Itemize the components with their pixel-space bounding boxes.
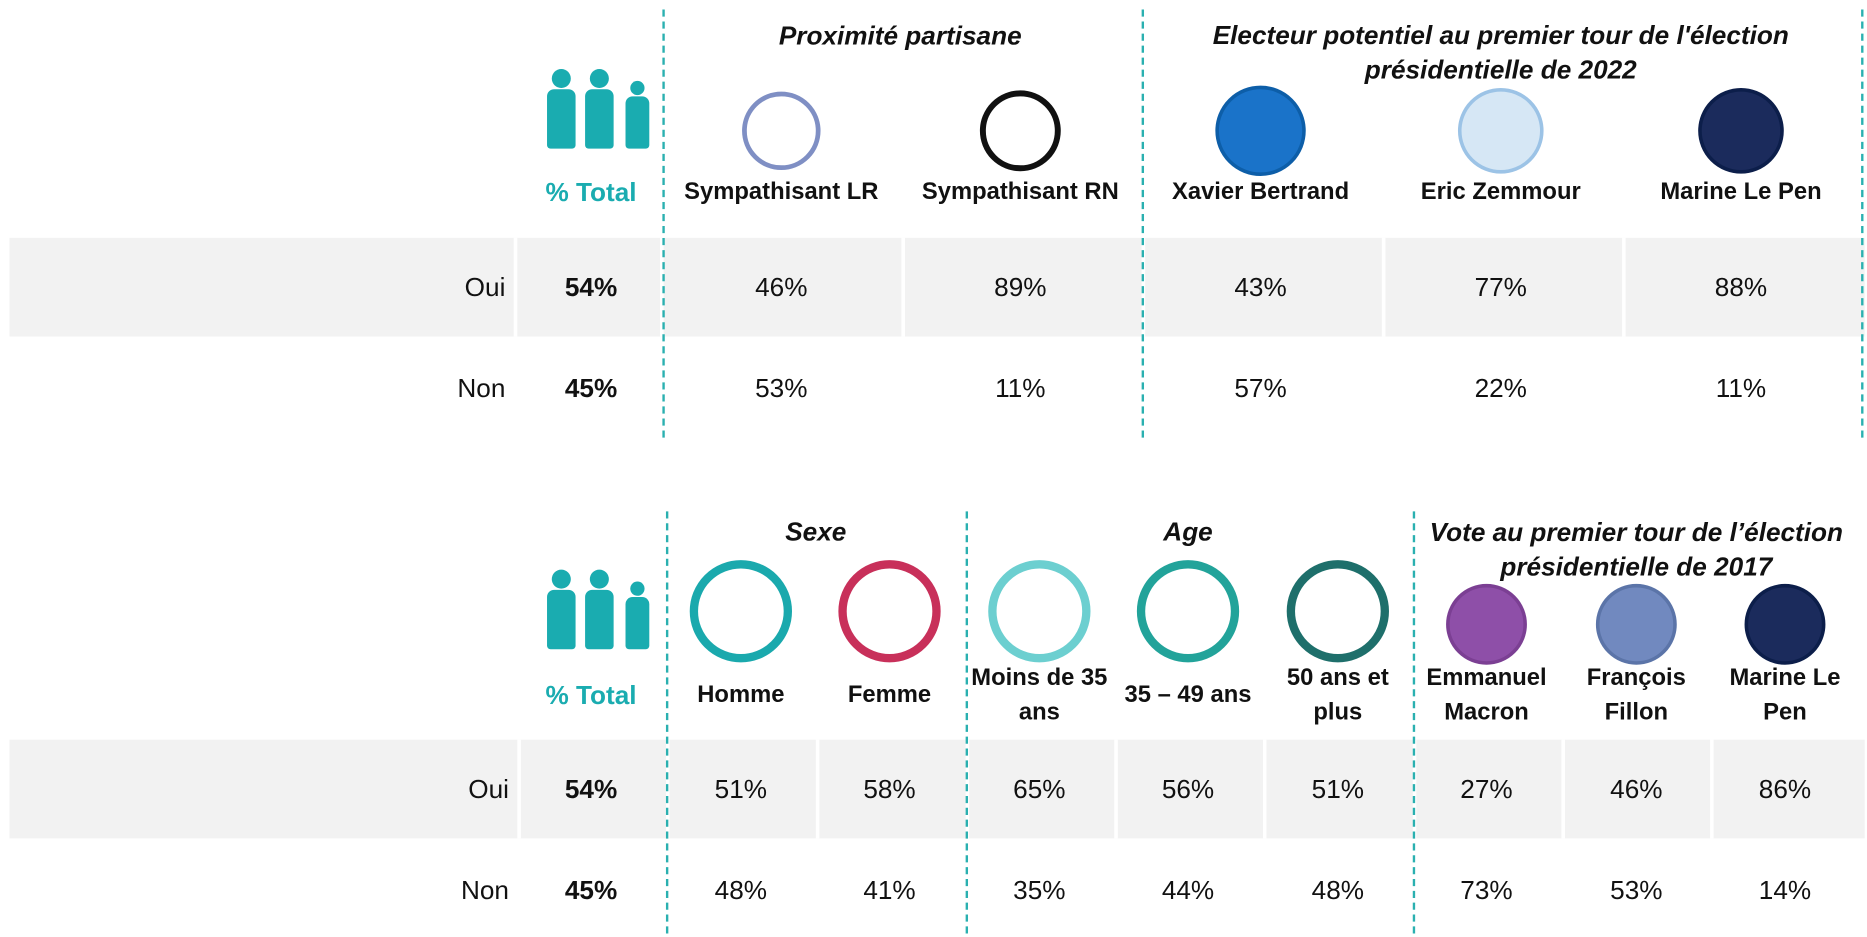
group-title: Electeur potentiel au premier tour de l'… [1212,20,1789,85]
cell-value: 41% [863,875,916,905]
column-icon [689,560,793,663]
cell-separator [815,739,820,839]
group-title: Proximité partisane [778,20,1022,51]
people-icon-head [551,569,571,589]
people-icon-head [630,80,645,96]
row-total: 54% [564,774,618,804]
column-header: Emmanuel Macron [1426,664,1547,726]
column-icon [1744,583,1826,665]
cell-value: 53% [1610,875,1663,905]
people-icon-head [551,68,571,89]
cell-separator [1710,739,1714,839]
column-header: Xavier Bertrand [1171,178,1350,206]
people-icon-head [589,569,609,589]
cell-value: 44% [1161,875,1215,905]
column-icon [838,560,941,663]
total-label: % Total [545,680,637,710]
column-icon [742,91,821,171]
cell-separator [1114,739,1118,839]
row-total: 45% [564,373,618,404]
group-divider [662,9,665,438]
cell-value: 86% [1758,774,1812,804]
column-icon [1457,88,1544,174]
people-icon-body [585,89,614,149]
cell-value: 56% [1161,774,1215,804]
cell-value: 48% [714,875,768,905]
row-label: Oui [468,774,509,804]
cell-value: 51% [714,774,768,804]
column-icon [1446,583,1527,665]
column-header: Marine Le Pen [1660,178,1822,206]
cell-value: 89% [994,272,1047,303]
cell-value: 77% [1474,272,1527,303]
column-header: Eric Zemmour [1420,178,1581,206]
cell-separator [1381,237,1386,337]
cell-value: 22% [1474,373,1527,404]
cell-separator [1622,237,1626,337]
cell-value: 88% [1714,272,1768,303]
column-header: Femme [847,682,932,709]
people-icon-head [589,68,609,89]
row-total: 45% [564,875,618,905]
row-label: Oui [464,272,506,303]
row-label: Non [460,875,509,905]
people-icon-body [547,589,576,650]
column-icon [1136,560,1240,663]
people-icon-body [625,596,650,650]
cell-separator [513,237,518,337]
column-icon [988,560,1091,663]
column-header: 35 – 49 ans [1124,682,1252,709]
column-header: Sympathisant RN [921,178,1119,206]
cell-value: 58% [863,774,916,804]
column-icon [1286,560,1389,663]
cell-separator [517,739,521,839]
people-icon-body [547,89,576,149]
group-divider [1141,9,1145,438]
group-divider [965,511,969,934]
cell-value: 53% [755,373,808,404]
cell-separator [660,237,664,337]
cell-value: 43% [1234,272,1287,303]
column-icon [1595,583,1677,665]
cell-separator [1561,739,1565,839]
cell-value: 48% [1311,875,1365,905]
group-title: Sexe [785,516,847,547]
column-icon [979,90,1061,172]
group-divider [665,511,669,934]
column-header: Homme [697,682,785,709]
column-header: Moins de 35 ans [971,664,1108,726]
cell-separator [1262,739,1267,839]
column-header: Sympathisant LR [684,178,879,206]
cell-value: 11% [995,373,1046,404]
people-icon-body [625,96,650,149]
cell-value: 57% [1234,373,1287,404]
cell-value: 35% [1013,875,1066,905]
row-label: Non [457,373,506,404]
cell-value: 51% [1311,774,1365,804]
group-divider [1412,511,1416,934]
column-icon [1215,85,1306,177]
group-divider [1861,9,1864,438]
column-header: 50 ans et plus [1286,664,1389,726]
cell-value: 11% [1715,373,1767,404]
people-icon-body [585,589,614,650]
group-title: Vote au premier tour de l’élection prési… [1429,517,1844,582]
cell-separator [901,237,905,337]
row-band [9,237,1865,337]
row-band [9,739,1865,839]
people-icon-head [630,581,645,596]
group-title: Age [1163,516,1213,547]
row-total: 54% [564,272,618,303]
column-header: François Fillon [1586,664,1686,726]
cell-value: 65% [1013,774,1066,804]
total-label: % Total [545,177,637,207]
cell-value: 46% [1610,774,1663,804]
cell-value: 14% [1758,875,1812,905]
cell-value: 73% [1460,875,1513,905]
column-icon [1698,88,1784,174]
column-header: Marine Le Pen [1729,664,1841,726]
cell-value: 46% [755,272,808,303]
cell-value: 27% [1460,774,1513,804]
